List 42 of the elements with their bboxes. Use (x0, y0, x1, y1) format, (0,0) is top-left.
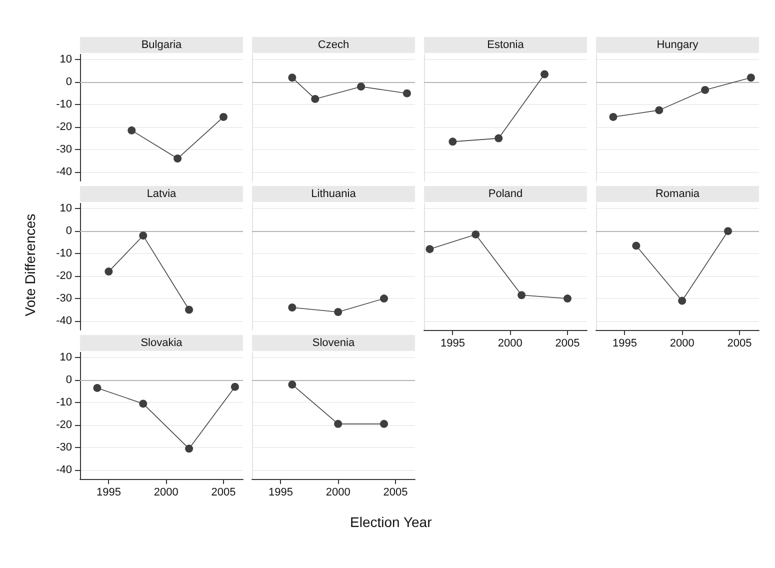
x-tick-label: 1995 (612, 338, 637, 350)
x-tick-label: 2000 (498, 338, 522, 350)
x-tick-label: 2000 (154, 486, 178, 498)
y-tick-label: -40 (56, 315, 72, 328)
x-tick-label: 2000 (326, 486, 350, 498)
y-tick-label: -10 (56, 98, 72, 111)
y-tick-label: 0 (66, 374, 72, 386)
chart-title: Poland (424, 186, 587, 202)
chart-title: Romania (596, 186, 759, 202)
y-tick-label: -40 (56, 464, 72, 476)
chart-title: Hungary (596, 37, 759, 53)
y-tick-label: 0 (66, 225, 72, 238)
x-tick-label: 2005 (383, 486, 408, 498)
chart-title: Lithuania (252, 186, 415, 202)
y-tick-label: -10 (56, 248, 72, 260)
y-axis-title: Vote Differences (22, 214, 38, 316)
y-tick-label: 0 (66, 76, 72, 88)
x-tick-label: 1995 (440, 338, 465, 350)
y-tick-label: -40 (56, 166, 72, 178)
y-tick-label: -10 (56, 396, 72, 409)
chart-title: Bulgaria (80, 37, 243, 53)
x-tick-label: 2005 (555, 338, 580, 350)
y-tick-label: -30 (56, 144, 72, 156)
x-axis-title: Election Year (350, 514, 432, 530)
y-tick-label: -30 (56, 292, 72, 305)
y-tick-label: -20 (56, 270, 72, 282)
chart-title: Slovakia (80, 335, 243, 351)
chart-title: Latvia (80, 186, 243, 202)
y-tick-label: -20 (56, 121, 72, 134)
chart-title: Estonia (424, 37, 587, 53)
x-tick-label: 1995 (96, 486, 121, 498)
y-tick-label: 10 (60, 352, 72, 364)
x-tick-label: 2005 (727, 338, 752, 350)
y-tick-label: 10 (60, 54, 72, 66)
chart-title: Slovenia (252, 335, 415, 351)
chart-title: Czech (252, 37, 415, 53)
y-tick-label: -20 (56, 419, 72, 432)
x-tick-label: 2005 (211, 486, 236, 498)
y-tick-label: -30 (56, 442, 72, 454)
x-tick-label: 1995 (268, 486, 293, 498)
y-tick-label: 10 (60, 202, 72, 215)
x-tick-label: 2000 (670, 338, 694, 350)
